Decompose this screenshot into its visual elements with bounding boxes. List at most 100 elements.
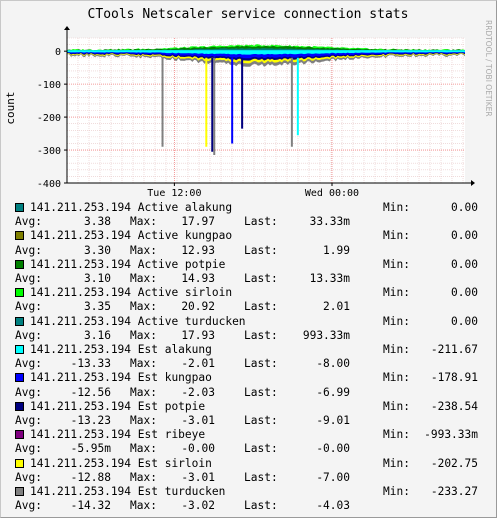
legend-min-value: 0.00: [451, 286, 478, 300]
chart-title: CTools Netscaler service connection stat…: [88, 7, 409, 22]
legend-avg-value: -12.56: [70, 385, 111, 399]
y-axis-arrow: [64, 26, 70, 30]
legend-max-label: Max:: [130, 243, 157, 257]
legend-max-label: Max:: [130, 442, 157, 456]
legend-min-label: Min:: [383, 286, 410, 300]
legend-min-label: Min:: [383, 485, 410, 498]
legend-series-name: 141.211.253.194 Est kungpao: [30, 371, 212, 385]
legend-entry: 141.211.253.194 Est ribeye Min: -993.33m: [15, 428, 485, 442]
legend-series-name: 141.211.253.194 Active kungpao: [30, 229, 233, 243]
zero-band: [67, 50, 465, 53]
legend-entry: 141.211.253.194 Active potpie Min: 0.00: [15, 258, 485, 272]
legend-last-label: Last:: [244, 357, 278, 371]
legend-swatch: [15, 316, 24, 326]
legend-avg-label: Avg:: [15, 470, 42, 484]
legend-min-label: Min:: [383, 428, 410, 442]
legend-min-value: -211.67: [430, 343, 478, 356]
legend-max-value: 12.93: [181, 243, 215, 257]
legend-last-value: 33.33m: [309, 215, 350, 229]
legend-stats: Avg: 3.16 Max: 17.93 Last: 993.33m: [15, 329, 485, 343]
legend-avg-value: -13.33: [70, 357, 111, 371]
legend-series-name: 141.211.253.194 Est potpie: [30, 399, 206, 413]
legend-avg-label: Avg:: [15, 328, 42, 342]
x-tick-label: Wed 00:00: [305, 188, 359, 199]
legend-min-label: Min:: [383, 456, 410, 470]
legend-stats: Avg: 3.10 Max: 14.93 Last: 13.33m: [15, 272, 485, 286]
legend-avg-value: 3.38: [84, 215, 111, 229]
y-axis-label: count: [4, 91, 17, 124]
legend-max-label: Max:: [130, 470, 157, 484]
legend-min-value: -238.54: [430, 399, 478, 413]
legend-entry: 141.211.253.194 Est turducken Min: -233.27: [15, 485, 485, 499]
rrdtool-credit: RRDTOOL / TOBI OETIKER: [484, 20, 493, 117]
legend-series-name: 141.211.253.194 Est alakung: [30, 343, 212, 356]
legend-stats: Avg: -5.95m Max: -0.00 Last: -0.00: [15, 442, 485, 456]
legend-min-label: Min:: [383, 201, 410, 214]
legend-last-value: -7.00: [316, 470, 350, 484]
legend-max-label: Max:: [130, 300, 157, 314]
legend-last-value: -6.99: [316, 385, 350, 399]
legend-series-name: 141.211.253.194 Active alakung: [30, 201, 233, 214]
legend-min-value: -233.27: [430, 485, 478, 498]
legend-max-value: -3.01: [181, 414, 215, 427]
legend-swatch: [15, 259, 24, 269]
legend-min-value: 0.00: [451, 229, 478, 243]
legend-avg-value: 3.10: [84, 272, 111, 285]
legend-last-value: 2.01: [323, 300, 350, 314]
legend-swatch: [15, 430, 24, 440]
legend-stats: Avg: -13.23 Max: -3.01 Last: -9.01: [15, 414, 485, 428]
legend-min-label: Min:: [383, 257, 410, 271]
legend-max-label: Max:: [130, 414, 157, 427]
legend-stats: Avg: -13.33 Max: -2.01 Last: -8.00: [15, 357, 485, 371]
legend-last-label: Last:: [244, 442, 278, 456]
legend-avg-label: Avg:: [15, 272, 42, 285]
legend-series-name: 141.211.253.194 Est turducken: [30, 485, 226, 498]
x-axis-arrow: [471, 180, 475, 186]
legend-max-value: 14.93: [181, 272, 215, 285]
legend-min-value: -178.91: [430, 371, 478, 385]
plot-area: Tue 12:00 Wed 00:00 0 -100 -200 -300 -400: [37, 26, 475, 199]
legend-series-name: 141.211.253.194 Active turducken: [30, 314, 246, 328]
legend-avg-value: -14.32: [70, 499, 111, 513]
y-tick-label: -200: [37, 113, 61, 124]
legend-series-name: 141.211.253.194 Active potpie: [30, 257, 226, 271]
legend-last-label: Last:: [244, 499, 278, 513]
legend-min-value: 0.00: [451, 314, 478, 328]
legend-swatch: [15, 203, 24, 212]
legend-last-label: Last:: [244, 385, 278, 399]
legend-entry: 141.211.253.194 Est alakung Min: -211.67: [15, 343, 485, 357]
legend-last-value: -4.03: [316, 499, 350, 513]
legend-max-value: -3.02: [181, 499, 215, 513]
legend-stats: Avg: -12.56 Max: -2.03 Last: -6.99: [15, 386, 485, 400]
legend-avg-label: Avg:: [15, 243, 42, 257]
legend-entry: 141.211.253.194 Est kungpao Min: -178.91: [15, 371, 485, 385]
legend-stats: Avg: 3.35 Max: 20.92 Last: 2.01: [15, 300, 485, 314]
legend-series-name: 141.211.253.194 Active sirloin: [30, 286, 233, 300]
legend-last-value: -9.01: [316, 414, 350, 427]
legend-last-value: 993.33m: [302, 328, 350, 342]
legend-entry: 141.211.253.194 Est potpie Min: -238.54: [15, 400, 485, 414]
legend-swatch: [15, 401, 24, 411]
legend-max-label: Max:: [130, 499, 157, 513]
legend-avg-value: -12.88: [70, 470, 111, 484]
legend-stats: Avg: 3.30 Max: 12.93 Last: 1.99: [15, 244, 485, 258]
legend-max-value: 17.93: [181, 328, 215, 342]
legend-last-value: 1.99: [323, 243, 350, 257]
legend-swatch: [15, 487, 24, 496]
legend-avg-label: Avg:: [15, 357, 42, 371]
legend-swatch: [15, 288, 24, 298]
legend-avg-label: Avg:: [15, 385, 42, 399]
legend-max-value: -2.01: [181, 357, 215, 371]
legend-avg-value: -13.23: [70, 414, 111, 427]
legend-avg-value: 3.30: [84, 243, 111, 257]
legend-min-value: -993.33m: [424, 428, 478, 442]
x-tick-label: Tue 12:00: [147, 188, 201, 199]
legend-min-label: Min:: [383, 314, 410, 328]
legend-last-label: Last:: [244, 300, 278, 314]
legend-max-value: 17.97: [181, 215, 215, 229]
legend-max-label: Max:: [130, 385, 157, 399]
legend-last-value: 13.33m: [309, 272, 350, 285]
legend-max-label: Max:: [130, 215, 157, 229]
legend-stats: Avg: 3.38 Max: 17.97 Last: 33.33m: [15, 215, 485, 229]
legend-last-label: Last:: [244, 243, 278, 257]
